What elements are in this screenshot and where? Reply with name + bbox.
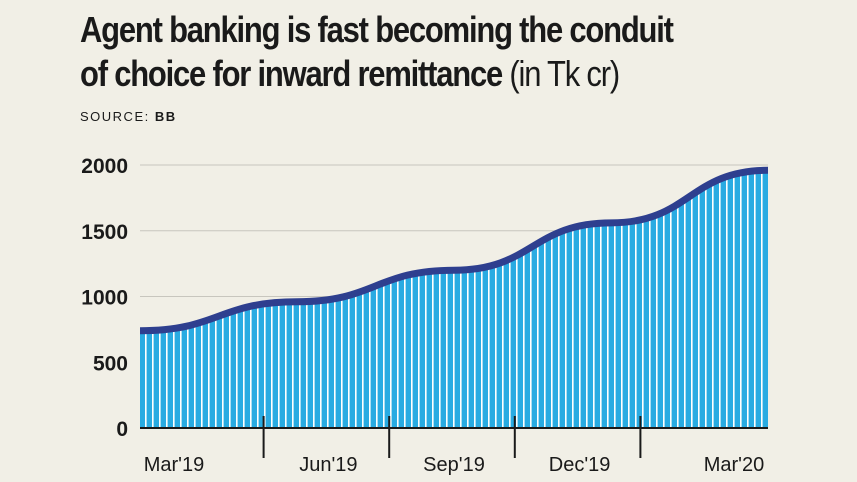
series-area (140, 170, 768, 428)
source-value: BB (154, 109, 177, 124)
title-line-2-text: of choice for inward remittance (80, 53, 503, 94)
series-line (139, 166, 769, 335)
tick-labels: 0 500 1000 1500 2000 Mar'19 Jun'19 Sep'19 Dec'19… (81, 155, 764, 476)
chart-title: Agent banking is fast becoming the condu… (80, 8, 734, 96)
x-tick-label: Mar'20 (704, 454, 765, 476)
source-label: SOURCE: (80, 109, 150, 124)
y-tick-label: 1000 (81, 287, 128, 310)
title-unit: (in Tk cr) (509, 53, 620, 94)
x-tick-label: Jun'19 (299, 454, 357, 476)
title-line-2: of choice for inward remittance (in Tk c… (80, 52, 734, 96)
area-series (139, 166, 769, 428)
x-tick-label: Sep'19 (423, 454, 485, 476)
y-tick-label: 500 (93, 352, 128, 375)
y-tick-label: 2000 (81, 155, 128, 178)
title-line-1: Agent banking is fast becoming the condu… (80, 9, 674, 50)
x-tick-label: Mar'19 (144, 454, 205, 476)
y-tick-label: 1500 (81, 221, 128, 244)
y-tick-label: 0 (116, 418, 128, 441)
x-tick-label: Dec'19 (549, 454, 611, 476)
axes (140, 416, 768, 458)
source-note: SOURCE: BB (80, 109, 177, 124)
